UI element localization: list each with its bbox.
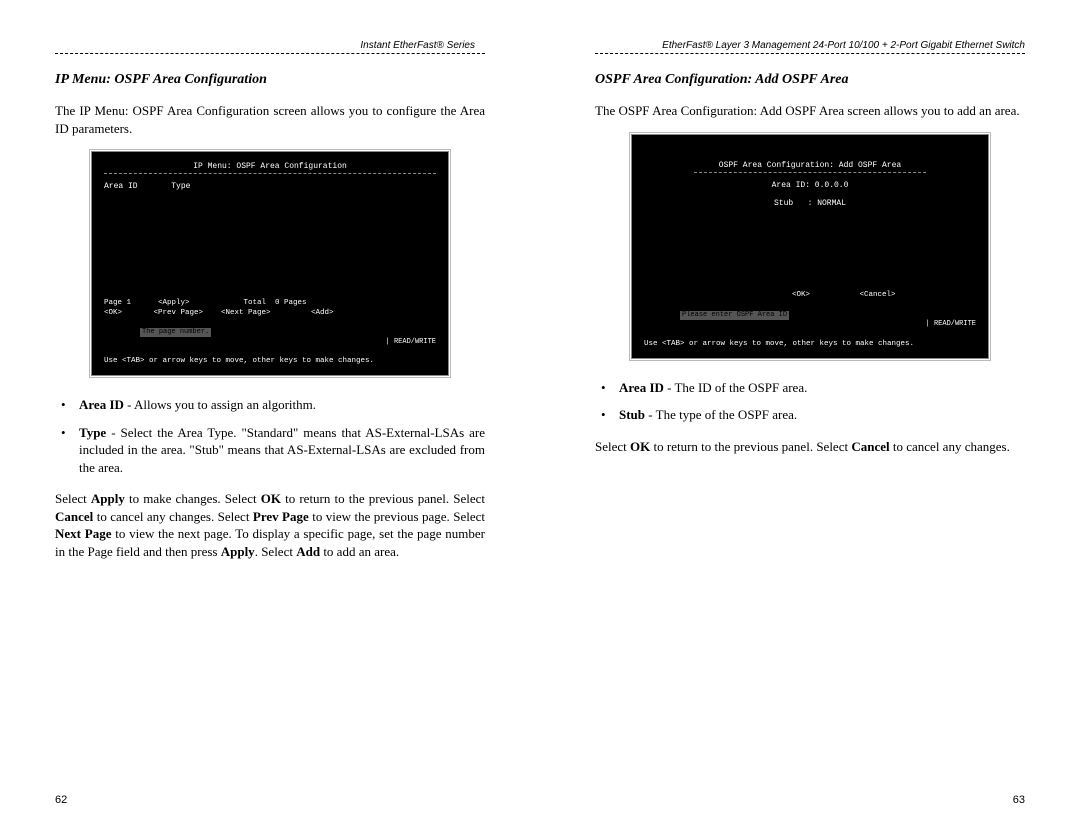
header-text-right: EtherFast® Layer 3 Management 24-Port 10… [595, 40, 1025, 51]
page-left: Instant EtherFast® Series IP Menu: OSPF … [0, 0, 540, 834]
footer-text-left: Select Apply to make changes. Select OK … [55, 490, 485, 560]
term-status-row-right: Please enter OSPF Area ID | READ/WRITE [644, 301, 976, 340]
term-title-left: IP Menu: OSPF Area Configuration [104, 162, 436, 171]
bullet-desc-left-0: - Allows you to assign an algorithm. [124, 397, 316, 412]
header-line-right: EtherFast® Layer 3 Management 24-Port 10… [595, 40, 1025, 54]
term-line2-right: Stub : NORMAL [644, 199, 976, 209]
footer-text-right: Select OK to return to the previous pane… [595, 438, 1025, 456]
term-bottom-right: <OK> <Cancel> Please enter OSPF Area ID … [644, 291, 976, 350]
term-cols-left: Area ID Type [104, 182, 436, 192]
bullet-right-0: Area ID - The ID of the OSPF area. [619, 379, 1025, 397]
term-status-left: The page number. [140, 328, 211, 337]
terminal-left: IP Menu: OSPF Area Configuration Area ID… [91, 151, 449, 376]
section-title-left: IP Menu: OSPF Area Configuration [55, 72, 485, 88]
term-bottom-left: Page 1 <Apply> Total 0 Pages <OK> <Prev … [104, 299, 436, 367]
term-bottom2-left: <OK> <Prev Page> <Next Page> <Add> [104, 309, 436, 319]
term-hint-left: Use <TAB> or arrow keys to move, other k… [104, 357, 436, 367]
term-hint-right: Use <TAB> or arrow keys to move, other k… [644, 340, 976, 350]
header-text-left: Instant EtherFast® Series [55, 40, 485, 51]
bullet-right-1: Stub - The type of the OSPF area. [619, 406, 1025, 424]
term-status-right: Please enter OSPF Area ID [680, 311, 789, 320]
page-right: EtherFast® Layer 3 Management 24-Port 10… [540, 0, 1080, 834]
term-divider-right [694, 172, 926, 173]
term-status-right-left: | READ/WRITE [386, 338, 436, 347]
bullet-left-0: Area ID - Allows you to assign an algori… [79, 396, 485, 414]
term-line1-right: Area ID: 0.0.0.0 [644, 181, 976, 191]
bullet-term-left-1: Type [79, 425, 106, 440]
bullet-left-1: Type - Select the Area Type. "Standard" … [79, 424, 485, 477]
term-divider [104, 173, 436, 174]
bullet-desc-left-1: - Select the Area Type. "Standard" means… [79, 425, 485, 475]
section-title-right: OSPF Area Configuration: Add OSPF Area [595, 72, 1025, 88]
page-number-left: 62 [55, 794, 67, 806]
term-status-right-right: | READ/WRITE [926, 320, 976, 329]
header-line-left: Instant EtherFast® Series [55, 40, 485, 54]
terminal-right: OSPF Area Configuration: Add OSPF Area A… [631, 134, 989, 359]
term-bottom1-left: Page 1 <Apply> Total 0 Pages [104, 299, 436, 309]
term-bottom1-right: <OK> <Cancel> [644, 291, 976, 301]
bullet-term-right-0: Area ID [619, 380, 664, 395]
bullets-right: Area ID - The ID of the OSPF area. Stub … [595, 379, 1025, 424]
bullet-term-right-1: Stub [619, 407, 645, 422]
page-number-right: 63 [1013, 794, 1025, 806]
bullet-desc-right-1: - The type of the OSPF area. [645, 407, 797, 422]
intro-left: The IP Menu: OSPF Area Configuration scr… [55, 102, 485, 137]
term-title-right: OSPF Area Configuration: Add OSPF Area [644, 161, 976, 170]
bullet-desc-right-0: - The ID of the OSPF area. [664, 380, 807, 395]
bullet-term-left-0: Area ID [79, 397, 124, 412]
term-status-row-left: The page number. | READ/WRITE [104, 318, 436, 357]
intro-right: The OSPF Area Configuration: Add OSPF Ar… [595, 102, 1025, 120]
bullets-left: Area ID - Allows you to assign an algori… [55, 396, 485, 476]
